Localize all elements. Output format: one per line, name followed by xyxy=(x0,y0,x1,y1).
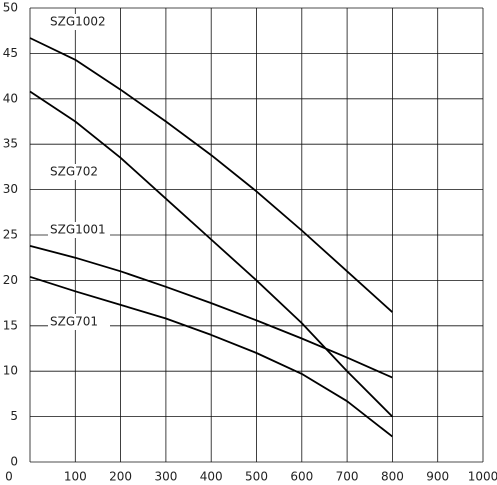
y-tick-label: 50 xyxy=(3,1,18,15)
series-line xyxy=(29,90,394,418)
series-label: SZG1002 xyxy=(50,15,106,29)
x-tick-label: 500 xyxy=(245,470,268,484)
y-tick-label: 5 xyxy=(10,409,18,423)
x-tick-label: 900 xyxy=(426,470,449,484)
series-line xyxy=(29,245,393,379)
x-tick-label: 700 xyxy=(336,470,359,484)
y-tick-label: 40 xyxy=(3,91,18,105)
label-bg xyxy=(48,14,110,30)
series-label: SZG701 xyxy=(50,315,98,329)
series-line xyxy=(29,275,393,438)
y-tick-label: 45 xyxy=(3,46,18,60)
x-tick-label: 800 xyxy=(381,470,404,484)
y-tick-label: 20 xyxy=(3,273,18,287)
x-tick-label: 300 xyxy=(154,470,177,484)
y-tick-label: 0 xyxy=(10,455,18,469)
series-line xyxy=(29,37,394,313)
x-tick-label: 200 xyxy=(109,470,132,484)
label-bg xyxy=(48,314,110,330)
series-label: SZG702 xyxy=(50,165,98,179)
x-tick-label: 400 xyxy=(200,470,223,484)
y-tick-label: 35 xyxy=(3,137,18,151)
x-tick-label: 0 xyxy=(5,470,13,484)
y-tick-label: 10 xyxy=(3,364,18,378)
series-label: SZG1001 xyxy=(50,223,106,237)
x-tick-label: 1000 xyxy=(468,470,497,484)
y-tick-label: 15 xyxy=(3,318,18,332)
x-tick-label: 100 xyxy=(64,470,87,484)
x-tick-label: 600 xyxy=(290,470,313,484)
label-bg xyxy=(48,164,110,180)
y-tick-label: 30 xyxy=(3,182,18,196)
y-tick-label: 25 xyxy=(3,228,18,242)
label-bg xyxy=(48,222,110,238)
